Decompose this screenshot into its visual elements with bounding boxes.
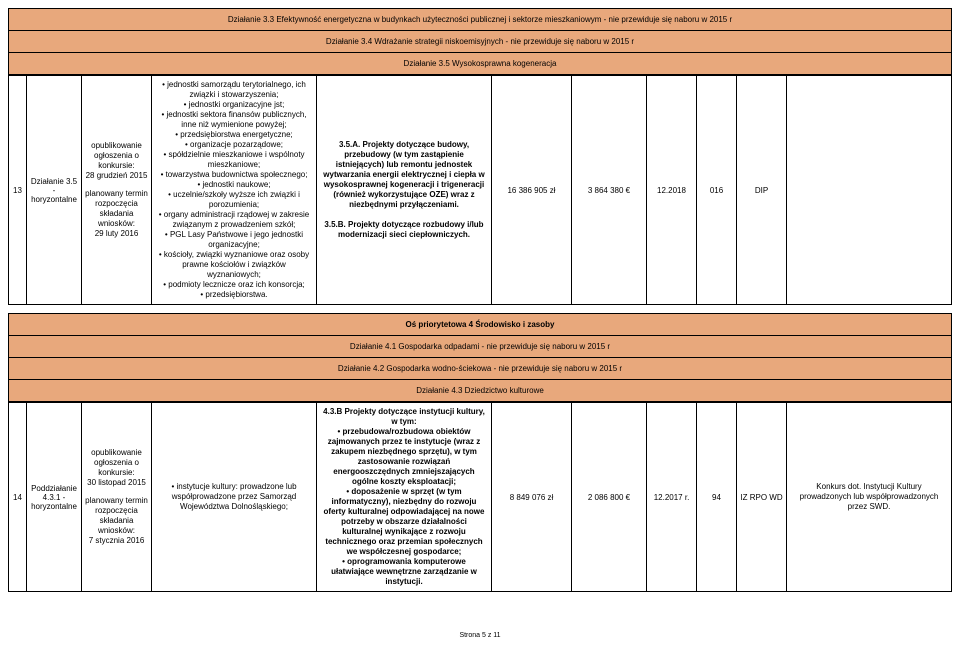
row-14-table: 14 Poddziałanie 4.3.1 - horyzontalne opu… [8,402,952,592]
amount-eur: 2 086 800 € [572,403,647,592]
pub-label: opublikowanie ogłoszenia o konkursie: [85,448,148,478]
beneficiaries: • instytucje kultury: prowadzone lub wsp… [152,403,317,592]
amount-zl: 16 386 905 zł [492,76,572,305]
pub-label: opublikowanie ogłoszenia o konkursie: [85,141,148,171]
notes: Konkurs dot. Instytucji Kultury prowadzo… [787,403,952,592]
action-name: Poddziałanie 4.3.1 - horyzontalne [27,403,82,592]
month: 12.2018 [647,76,697,305]
plan-label: planowany termin rozpoczęcia składania w… [85,496,148,536]
beneficiaries: • jednostki samorządu terytorialnego, ic… [152,76,317,305]
header-4-2: Działanie 4.2 Gospodarka wodno-ściekowa … [8,357,952,379]
dates-cell: opublikowanie ogłoszenia o konkursie: 28… [82,76,152,305]
plan-val: 29 luty 2016 [85,229,148,239]
amount-zl: 8 849 076 zł [492,403,572,592]
header-4-1: Działanie 4.1 Gospodarka odpadami - nie … [8,335,952,357]
pct: 016 [697,76,737,305]
axis-4-title: Oś priorytetowa 4 Środowisko i zasoby [8,313,952,335]
page-footer: Strona 5 z 11 [8,632,952,639]
header-3-3: Działanie 3.3 Efektywność energetyczna w… [8,8,952,30]
institution: IZ RPO WD [737,403,787,592]
header-4-3: Działanie 4.3 Dziedzictwo kulturowe [8,379,952,402]
row-num: 13 [9,76,27,305]
month: 12.2017 r. [647,403,697,592]
pct: 94 [697,403,737,592]
pub-val: 30 listopad 2015 [85,478,148,488]
header-3-5: Działanie 3.5 Wysokosprawna kogeneracja [8,52,952,75]
header-3-4: Działanie 3.4 Wdrażanie strategii niskoe… [8,30,952,52]
institution: DIP [737,76,787,305]
plan-label: planowany termin rozpoczęcia składania w… [85,189,148,229]
amount-eur: 3 864 380 € [572,76,647,305]
pub-val: 28 grudzień 2015 [85,171,148,181]
projects: 3.5.A. Projekty dotyczące budowy, przebu… [317,76,492,305]
row-num: 14 [9,403,27,592]
action-name: Działanie 3.5 - horyzontalne [27,76,82,305]
table-row: 14 Poddziałanie 4.3.1 - horyzontalne opu… [9,403,952,592]
row-13-table: 13 Działanie 3.5 - horyzontalne opubliko… [8,75,952,305]
projects: 4.3.B Projekty dotyczące instytucji kult… [317,403,492,592]
notes [787,76,952,305]
table-row: 13 Działanie 3.5 - horyzontalne opubliko… [9,76,952,305]
dates-cell: opublikowanie ogłoszenia o konkursie: 30… [82,403,152,592]
plan-val: 7 stycznia 2016 [85,536,148,546]
